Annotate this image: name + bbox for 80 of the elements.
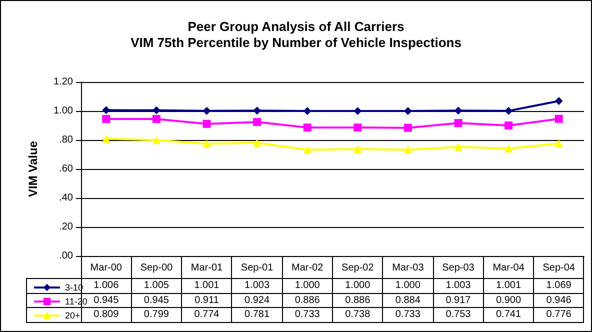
y-tick-label: .20 (59, 222, 74, 232)
point (303, 107, 312, 115)
point (354, 144, 362, 153)
data-label: 0.924 (232, 293, 282, 308)
data-label: 0.917 (433, 293, 484, 308)
data-label: 0.776 (534, 308, 584, 322)
data-label: 0.884 (382, 293, 434, 308)
data-label: 0.741 (483, 308, 534, 322)
point (404, 146, 412, 154)
y-tick-label: .00 (59, 250, 74, 262)
x-tick-label: Mar-03 (392, 262, 424, 274)
data-label: 1.069 (534, 278, 584, 293)
x-tick-label: Mar-01 (190, 262, 224, 274)
y-tick-label: 1.20 (54, 76, 74, 88)
point (152, 136, 160, 144)
point (102, 106, 110, 114)
x-tick-label: Mar-02 (292, 262, 324, 274)
data-label: 1.006 (94, 280, 119, 292)
data-label: 1.005 (131, 278, 182, 293)
data-label: 1.000 (382, 278, 434, 293)
point (454, 119, 462, 128)
y-tick-label: .40 (59, 192, 74, 204)
data-label: 0.809 (81, 308, 132, 322)
y-tick-label: .60 (59, 164, 74, 174)
data-label: 0.781 (232, 308, 282, 322)
point (554, 139, 563, 148)
point (354, 124, 362, 132)
data-label: 1.003 (232, 278, 282, 293)
point (354, 107, 362, 115)
data-label: 0.738 (332, 308, 383, 322)
point (152, 114, 160, 123)
point (554, 114, 563, 123)
x-tick-label: Sep-02 (342, 262, 374, 274)
point (454, 106, 462, 115)
data-label: 0.733 (282, 308, 332, 322)
point (102, 134, 110, 143)
point (202, 140, 211, 148)
point (253, 106, 262, 115)
point (554, 96, 563, 105)
x-tick-label: Sep-03 (442, 262, 475, 274)
point (202, 120, 211, 128)
data-label: 1.000 (332, 278, 383, 293)
point (454, 142, 462, 151)
x-tick-label: Sep-04 (542, 262, 576, 274)
x-tick-label: Mar-04 (492, 262, 525, 274)
data-label: 0.945 (94, 294, 119, 306)
data-label: 0.945 (131, 293, 182, 308)
data-label: 0.900 (483, 293, 534, 308)
point (504, 122, 513, 130)
x-tick-label: Sep-01 (240, 262, 274, 274)
point (504, 106, 513, 115)
data-label: 0.946 (534, 293, 584, 308)
data-label: 1.001 (182, 278, 232, 293)
chart-subtitle: VIM 75th Percentile by Number of Vehicle Inspections (130, 35, 462, 50)
y-tick-label: 1.00 (54, 106, 74, 116)
point (303, 124, 312, 132)
point (504, 144, 513, 153)
data-label: 1.001 (483, 278, 534, 293)
point (253, 118, 262, 126)
point (253, 138, 262, 147)
x-tick-label: Sep-00 (140, 262, 174, 274)
chart-title: Peer Group Analysis of All Carriers (188, 19, 404, 34)
legend-label: 20+ (65, 310, 80, 320)
data-label: 0.733 (382, 308, 434, 322)
x-tick-label: Mar-00 (90, 262, 122, 274)
point (152, 106, 160, 114)
point (102, 114, 110, 123)
data-label: 0.753 (433, 308, 484, 322)
data-label: 0.799 (131, 308, 182, 322)
point (303, 146, 312, 154)
data-label: 0.886 (332, 293, 383, 308)
y-tick-label: .80 (59, 134, 74, 146)
point (404, 124, 412, 132)
data-label: 1.003 (433, 278, 484, 293)
y-axis-title: VIM Value (26, 140, 40, 198)
data-label: 0.774 (182, 308, 232, 322)
data-label: 0.886 (282, 293, 332, 308)
data-label: 1.000 (282, 278, 332, 293)
point (202, 106, 211, 115)
data-label: 0.911 (182, 293, 232, 308)
